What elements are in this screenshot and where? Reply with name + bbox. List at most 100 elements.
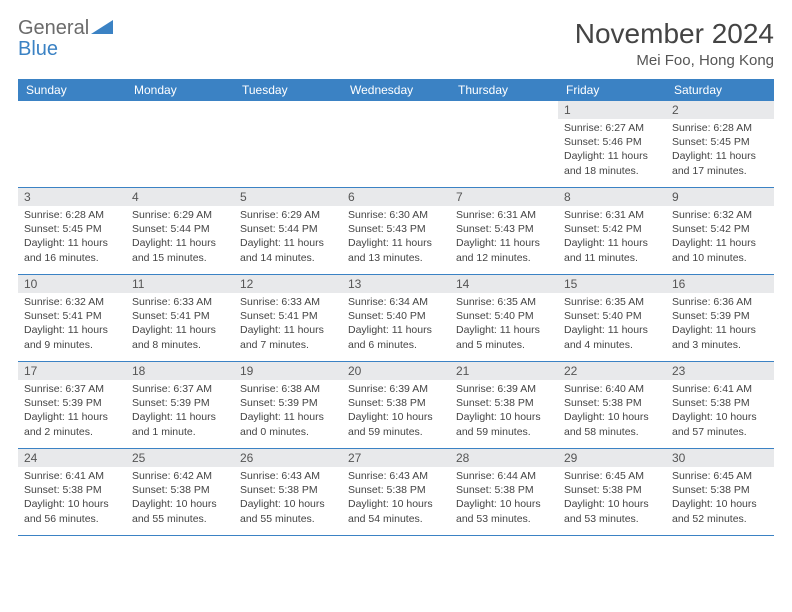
- sunrise-text: Sunrise: 6:38 AM: [240, 382, 336, 396]
- sunrise-text: Sunrise: 6:40 AM: [564, 382, 660, 396]
- sunrise-text: Sunrise: 6:44 AM: [456, 469, 552, 483]
- sunrise-text: Sunrise: 6:27 AM: [564, 121, 660, 135]
- sunrise-text: Sunrise: 6:29 AM: [240, 208, 336, 222]
- daylight-text: Daylight: 10 hours and 55 minutes.: [240, 497, 336, 525]
- day-details: Sunrise: 6:33 AMSunset: 5:41 PMDaylight:…: [126, 293, 234, 356]
- day-number: 29: [558, 449, 666, 467]
- week-row: 24Sunrise: 6:41 AMSunset: 5:38 PMDayligh…: [18, 449, 774, 536]
- day-details: Sunrise: 6:39 AMSunset: 5:38 PMDaylight:…: [450, 380, 558, 443]
- sunset-text: Sunset: 5:38 PM: [672, 396, 768, 410]
- sunrise-text: Sunrise: 6:39 AM: [348, 382, 444, 396]
- day-cell: 19 Sunrise: 6:38 AMSunset: 5:39 PMDayligh…: [234, 362, 342, 448]
- dayheader-tuesday: Tuesday: [234, 79, 342, 101]
- day-number: 4: [126, 188, 234, 206]
- day-number: 9: [666, 188, 774, 206]
- day-details: Sunrise: 6:28 AMSunset: 5:45 PMDaylight:…: [18, 206, 126, 269]
- logo-text-general: General: [18, 17, 89, 39]
- sunset-text: Sunset: 5:38 PM: [240, 483, 336, 497]
- daylight-text: Daylight: 11 hours and 8 minutes.: [132, 323, 228, 351]
- sunrise-text: Sunrise: 6:41 AM: [672, 382, 768, 396]
- day-details: Sunrise: 6:42 AMSunset: 5:38 PMDaylight:…: [126, 467, 234, 530]
- dayheader-saturday: Saturday: [666, 79, 774, 101]
- sunset-text: Sunset: 5:44 PM: [132, 222, 228, 236]
- day-cell: [342, 101, 450, 187]
- day-cell: 22Sunrise: 6:40 AMSunset: 5:38 PMDayligh…: [558, 362, 666, 448]
- day-details: Sunrise: 6:31 AMSunset: 5:42 PMDaylight:…: [558, 206, 666, 269]
- sunset-text: Sunset: 5:41 PM: [24, 309, 120, 323]
- sunset-text: Sunset: 5:41 PM: [240, 309, 336, 323]
- day-number: 8: [558, 188, 666, 206]
- sunrise-text: Sunrise: 6:31 AM: [564, 208, 660, 222]
- daylight-text: Daylight: 11 hours and 6 minutes.: [348, 323, 444, 351]
- day-cell: 21Sunrise: 6:39 AMSunset: 5:38 PMDayligh…: [450, 362, 558, 448]
- sunset-text: Sunset: 5:44 PM: [240, 222, 336, 236]
- sunset-text: Sunset: 5:46 PM: [564, 135, 660, 149]
- daylight-text: Daylight: 11 hours and 14 minutes.: [240, 236, 336, 264]
- daylight-text: Daylight: 11 hours and 0 minutes.: [240, 410, 336, 438]
- daylight-text: Daylight: 11 hours and 18 minutes.: [564, 149, 660, 177]
- day-cell: [234, 101, 342, 187]
- day-cell: [126, 101, 234, 187]
- daylight-text: Daylight: 11 hours and 9 minutes.: [24, 323, 120, 351]
- day-details: Sunrise: 6:28 AMSunset: 5:45 PMDaylight:…: [666, 119, 774, 182]
- daylight-text: Daylight: 11 hours and 1 minute.: [132, 410, 228, 438]
- week-row: 3Sunrise: 6:28 AMSunset: 5:45 PMDaylight…: [18, 188, 774, 275]
- day-number: 6: [342, 188, 450, 206]
- day-cell: 30Sunrise: 6:45 AMSunset: 5:38 PMDayligh…: [666, 449, 774, 535]
- daylight-text: Daylight: 10 hours and 53 minutes.: [456, 497, 552, 525]
- sunset-text: Sunset: 5:38 PM: [348, 396, 444, 410]
- day-details: Sunrise: 6:31 AMSunset: 5:43 PMDaylight:…: [450, 206, 558, 269]
- day-details: Sunrise: 6:40 AMSunset: 5:38 PMDaylight:…: [558, 380, 666, 443]
- dayheader-friday: Friday: [558, 79, 666, 101]
- day-number: 19: [234, 362, 342, 380]
- calendar-page: General Blue November 2024 Mei Foo, Hong…: [0, 0, 792, 546]
- day-cell: 16Sunrise: 6:36 AMSunset: 5:39 PMDayligh…: [666, 275, 774, 361]
- daylight-text: Daylight: 10 hours and 58 minutes.: [564, 410, 660, 438]
- day-cell: [18, 101, 126, 187]
- day-details: Sunrise: 6:37 AMSunset: 5:39 PMDaylight:…: [126, 380, 234, 443]
- day-cell: 1Sunrise: 6:27 AMSunset: 5:46 PMDaylight…: [558, 101, 666, 187]
- dayheader-sunday: Sunday: [18, 79, 126, 101]
- sunset-text: Sunset: 5:38 PM: [132, 483, 228, 497]
- day-cell: 15Sunrise: 6:35 AMSunset: 5:40 PMDayligh…: [558, 275, 666, 361]
- day-cell: 27Sunrise: 6:43 AMSunset: 5:38 PMDayligh…: [342, 449, 450, 535]
- location-text: Mei Foo, Hong Kong: [575, 52, 774, 69]
- daylight-text: Daylight: 10 hours and 53 minutes.: [564, 497, 660, 525]
- day-details: Sunrise: 6:35 AMSunset: 5:40 PMDaylight:…: [558, 293, 666, 356]
- sunset-text: Sunset: 5:39 PM: [24, 396, 120, 410]
- dayheader-wednesday: Wednesday: [342, 79, 450, 101]
- day-number: 11: [126, 275, 234, 293]
- daylight-text: Daylight: 11 hours and 12 minutes.: [456, 236, 552, 264]
- day-cell: 20Sunrise: 6:39 AMSunset: 5:38 PMDayligh…: [342, 362, 450, 448]
- sunset-text: Sunset: 5:42 PM: [672, 222, 768, 236]
- title-block: November 2024 Mei Foo, Hong Kong: [575, 18, 774, 69]
- day-details: Sunrise: 6:37 AMSunset: 5:39 PMDaylight:…: [18, 380, 126, 443]
- daylight-text: Daylight: 10 hours and 56 minutes.: [24, 497, 120, 525]
- sunset-text: Sunset: 5:38 PM: [564, 483, 660, 497]
- day-details: Sunrise: 6:32 AMSunset: 5:42 PMDaylight:…: [666, 206, 774, 269]
- daylight-text: Daylight: 11 hours and 17 minutes.: [672, 149, 768, 177]
- sunset-text: Sunset: 5:45 PM: [24, 222, 120, 236]
- sunset-text: Sunset: 5:43 PM: [348, 222, 444, 236]
- day-number: 30: [666, 449, 774, 467]
- sunset-text: Sunset: 5:40 PM: [348, 309, 444, 323]
- day-cell: [450, 101, 558, 187]
- daylight-text: Daylight: 11 hours and 4 minutes.: [564, 323, 660, 351]
- day-number: 17: [18, 362, 126, 380]
- sunset-text: Sunset: 5:39 PM: [240, 396, 336, 410]
- calendar-grid: Sunday Monday Tuesday Wednesday Thursday…: [18, 79, 774, 536]
- daylight-text: Daylight: 11 hours and 15 minutes.: [132, 236, 228, 264]
- day-cell: 4Sunrise: 6:29 AMSunset: 5:44 PMDaylight…: [126, 188, 234, 274]
- daylight-text: Daylight: 10 hours and 59 minutes.: [348, 410, 444, 438]
- sunset-text: Sunset: 5:39 PM: [132, 396, 228, 410]
- sunrise-text: Sunrise: 6:32 AM: [672, 208, 768, 222]
- daylight-text: Daylight: 10 hours and 55 minutes.: [132, 497, 228, 525]
- sunset-text: Sunset: 5:40 PM: [456, 309, 552, 323]
- day-number: 24: [18, 449, 126, 467]
- day-details: Sunrise: 6:29 AMSunset: 5:44 PMDaylight:…: [234, 206, 342, 269]
- daylight-text: Daylight: 11 hours and 7 minutes.: [240, 323, 336, 351]
- weeks-container: 1Sunrise: 6:27 AMSunset: 5:46 PMDaylight…: [18, 101, 774, 536]
- day-details: Sunrise: 6:30 AMSunset: 5:43 PMDaylight:…: [342, 206, 450, 269]
- day-cell: 14Sunrise: 6:35 AMSunset: 5:40 PMDayligh…: [450, 275, 558, 361]
- daylight-text: Daylight: 11 hours and 5 minutes.: [456, 323, 552, 351]
